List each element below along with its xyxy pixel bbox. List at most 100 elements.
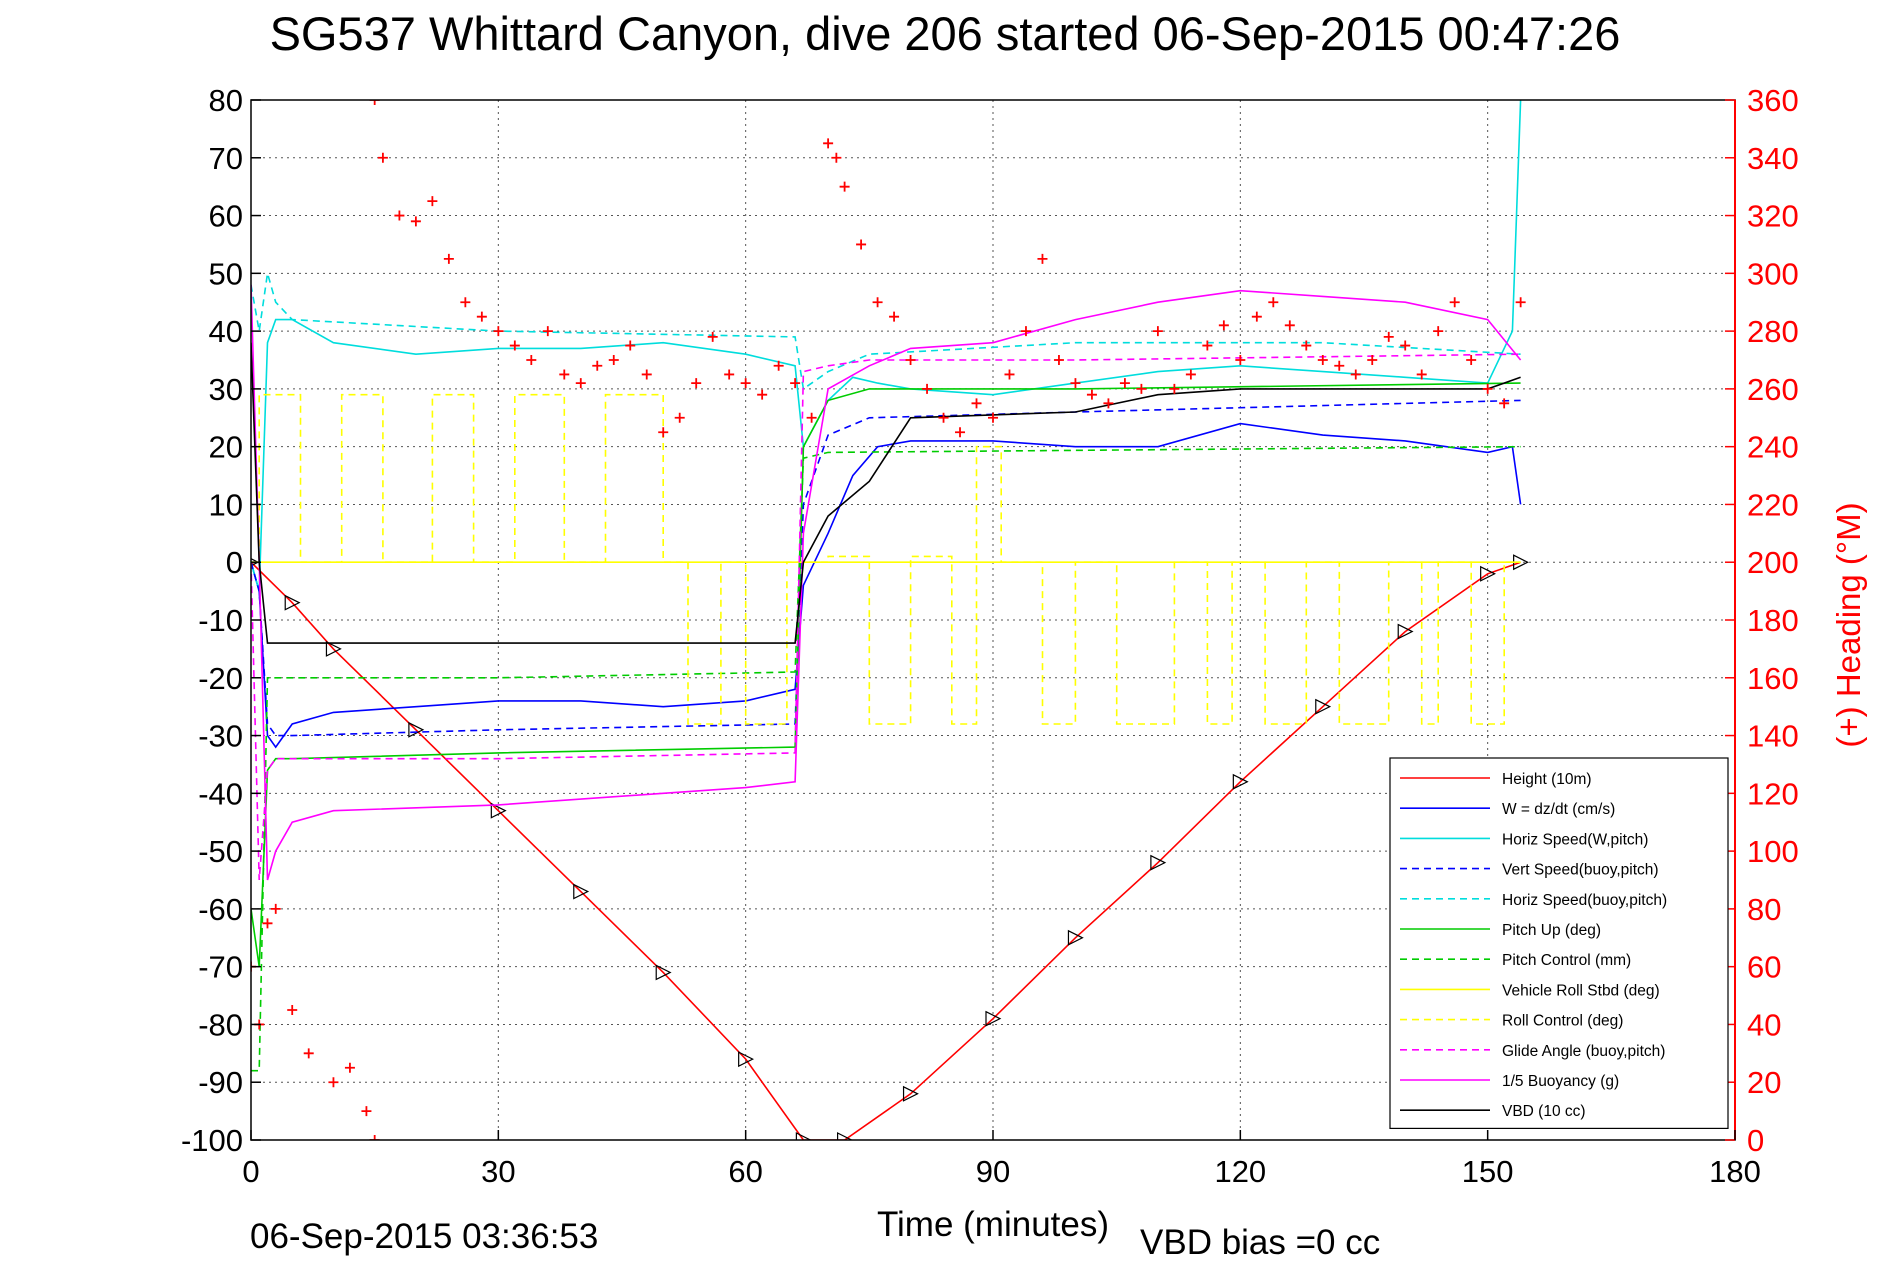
y-tick-label: -70 xyxy=(198,950,243,985)
heading-point xyxy=(303,1048,314,1059)
heading-point xyxy=(1070,378,1081,389)
heading-point xyxy=(369,1135,380,1140)
heading-point xyxy=(575,378,586,389)
heading-point xyxy=(691,378,702,389)
heading-point xyxy=(1136,383,1147,394)
heading-point xyxy=(1466,355,1477,365)
height-marker xyxy=(325,640,342,657)
heading-point xyxy=(270,903,281,914)
x-tick-label: 150 xyxy=(1462,1154,1514,1189)
series-height-10m xyxy=(251,561,1521,1140)
heading-point xyxy=(823,138,834,149)
heading-point xyxy=(1103,398,1114,409)
heading-point xyxy=(707,331,718,342)
heading-point xyxy=(955,427,966,438)
heading-point xyxy=(1037,253,1048,264)
heading-point xyxy=(1251,311,1262,322)
heading-point xyxy=(394,210,405,221)
legend-label: Height (10m) xyxy=(1502,771,1592,788)
legend-label: Pitch Control (mm) xyxy=(1502,952,1631,969)
heading-point xyxy=(889,311,900,322)
heading-point xyxy=(1383,331,1394,342)
heading-point xyxy=(377,152,388,163)
right-axis: 3603403203002802602402202001801601401201… xyxy=(1725,83,1799,1158)
y2-tick-label: 360 xyxy=(1747,83,1799,118)
heading-point xyxy=(1004,369,1015,380)
series-heading xyxy=(251,100,1526,1140)
heading-point xyxy=(344,1062,355,1073)
series-vbd-10-cc xyxy=(251,342,1521,644)
heading-point xyxy=(988,412,998,423)
y2-tick-label: 220 xyxy=(1747,487,1799,522)
heading-point xyxy=(1350,369,1361,380)
legend-label: Vehicle Roll Stbd (deg) xyxy=(1502,982,1660,999)
heading-point xyxy=(427,196,438,207)
heading-point xyxy=(1433,326,1444,337)
legend-label: Roll Control (deg) xyxy=(1502,1013,1623,1030)
y2-tick-label: 20 xyxy=(1747,1065,1781,1100)
heading-point xyxy=(493,326,504,337)
y2-axis-label: (+) Heading (°M) xyxy=(1830,502,1867,747)
heading-point xyxy=(460,297,471,308)
height-marker xyxy=(985,1010,1002,1027)
height-marker xyxy=(1232,773,1249,790)
left-axis: 80 70 60 50 40 30 20 10 0 -10 -20 -30 -40 -50 -60 -70 -8… xyxy=(181,83,261,1158)
heading-point xyxy=(1400,340,1411,351)
legend-label: Horiz Speed(buoy,pitch) xyxy=(1502,892,1667,909)
series-horiz-speed-buoy-pitch xyxy=(251,273,1521,391)
y2-tick-label: 300 xyxy=(1747,256,1799,291)
chart-title: SG537 Whittard Canyon, dive 206 started … xyxy=(270,7,1621,60)
y2-tick-label: 280 xyxy=(1747,314,1799,349)
x-tick-label: 60 xyxy=(728,1154,762,1189)
y-tick-label: 70 xyxy=(209,141,243,176)
heading-point xyxy=(1152,326,1163,337)
height-marker xyxy=(1480,565,1497,582)
heading-point xyxy=(1053,355,1064,365)
height-marker xyxy=(408,721,425,738)
heading-point xyxy=(1416,369,1427,380)
legend-label: VBD (10 cc) xyxy=(1502,1103,1586,1120)
y2-tick-label: 240 xyxy=(1747,430,1799,465)
heading-point xyxy=(1202,340,1213,351)
heading-point xyxy=(905,355,916,365)
heading-point xyxy=(1334,360,1345,371)
y-tick-label: -100 xyxy=(181,1123,243,1158)
y-tick-label: -20 xyxy=(198,661,243,696)
x-tick-label: 30 xyxy=(481,1154,515,1189)
x-tick-label: 120 xyxy=(1214,1154,1266,1189)
legend-label: W = dz/dt (cm/s) xyxy=(1502,801,1615,818)
heading-point xyxy=(773,360,784,371)
heading-point xyxy=(559,369,570,380)
y2-tick-label: 320 xyxy=(1747,199,1799,234)
y2-tick-label: 140 xyxy=(1747,719,1799,754)
height-marker xyxy=(1150,854,1167,871)
y-tick-label: 80 xyxy=(209,83,243,118)
heading-point xyxy=(1499,398,1510,409)
height-marker xyxy=(1067,929,1084,946)
heading-point xyxy=(938,412,949,423)
y2-tick-label: 120 xyxy=(1747,776,1799,811)
y2-tick-label: 160 xyxy=(1747,661,1799,696)
heading-point xyxy=(1301,340,1312,351)
heading-point xyxy=(971,398,982,409)
heading-point xyxy=(625,340,636,351)
heading-point xyxy=(1367,355,1378,365)
x-axis-label: Time (minutes) xyxy=(877,1205,1109,1244)
x-tick-label: 90 xyxy=(976,1154,1010,1189)
heading-point xyxy=(674,412,685,423)
y2-tick-label: 180 xyxy=(1747,603,1799,638)
y-tick-label: 40 xyxy=(209,314,243,349)
y-tick-label: 10 xyxy=(209,487,243,522)
heading-point xyxy=(608,355,619,365)
y-tick-label: 50 xyxy=(209,256,243,291)
heading-point xyxy=(1235,355,1246,365)
heading-point xyxy=(1020,326,1031,337)
vbd-bias: VBD bias =0 cc xyxy=(1140,1223,1380,1262)
y2-tick-label: 40 xyxy=(1747,1007,1781,1042)
y2-tick-label: 60 xyxy=(1747,950,1781,985)
footer-timestamp: 06-Sep-2015 03:36:53 xyxy=(250,1217,598,1256)
height-marker xyxy=(836,1132,853,1140)
height-marker xyxy=(284,594,301,611)
y-tick-label: -60 xyxy=(198,892,243,927)
heading-point xyxy=(1482,383,1493,394)
